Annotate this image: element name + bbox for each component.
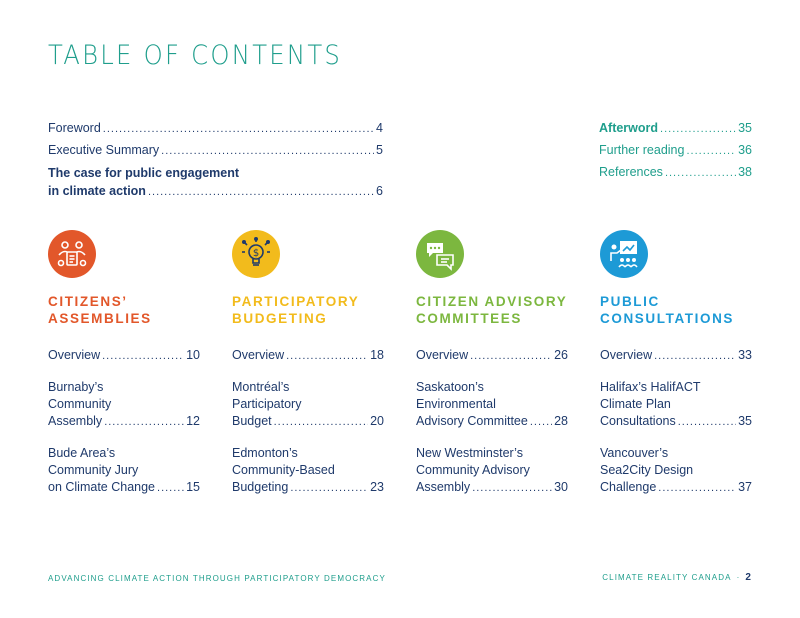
- toc-page: 5: [376, 143, 383, 157]
- section-title: PARTICIPATORY BUDGETING: [232, 294, 360, 326]
- section-citizen-advisory-committees: CITIZEN ADVISORY COMMITTEES Overview 26 …: [416, 230, 568, 511]
- section-title: PUBLIC CONSULTATIONS: [600, 294, 735, 326]
- svg-text:$: $: [253, 248, 259, 259]
- footer-separator: ·: [736, 573, 741, 582]
- toc-entry[interactable]: Edmonton’s Community-Based Budgeting 23: [232, 445, 384, 497]
- toc-label: Afterword: [599, 121, 659, 135]
- toc-entry-case[interactable]: The case for public engagement in climat…: [48, 164, 383, 201]
- toc-entry-afterword[interactable]: Afterword 35: [599, 118, 752, 140]
- toc-page: 36: [738, 143, 752, 157]
- dot-leader: [660, 119, 736, 140]
- toc-page: 35: [738, 121, 752, 135]
- dot-leader: [686, 141, 736, 162]
- toc-label: The case for public engagement: [48, 166, 240, 180]
- toc-entry[interactable]: Halifax’s HalifACT Climate Plan Consulta…: [600, 379, 752, 431]
- chat-bubbles-icon: [416, 230, 464, 278]
- toc-entry[interactable]: Saskatoon’s Environmental Advisory Commi…: [416, 379, 568, 431]
- toc-label: Executive Summary: [48, 143, 160, 157]
- toc-main-right: Afterword 35 Further reading 36 Referenc…: [599, 118, 752, 184]
- dot-leader: [148, 183, 374, 201]
- toc-page: 6: [376, 184, 383, 198]
- page-title: TABLE OF CONTENTS: [48, 40, 343, 71]
- toc-entry-further-reading[interactable]: Further reading 36: [599, 140, 752, 162]
- presentation-icon: [600, 230, 648, 278]
- toc-entry-executive-summary[interactable]: Executive Summary 5: [48, 140, 383, 162]
- people-group-icon: [48, 230, 96, 278]
- toc-entry[interactable]: Burnaby’s Community Assembly 12: [48, 379, 200, 431]
- footer-org: CLIMATE REALITY CANADA · 2: [602, 572, 752, 583]
- toc-entry-overview[interactable]: Overview 18: [232, 347, 384, 365]
- footer-publication-title: ADVANCING CLIMATE ACTION THROUGH PARTICI…: [48, 574, 386, 583]
- toc-entry-overview[interactable]: Overview 26: [416, 347, 568, 365]
- toc-page: 38: [738, 165, 752, 179]
- toc-entry[interactable]: Vancouver’s Sea2City Design Challenge 37: [600, 445, 752, 497]
- toc-entry-references[interactable]: References 38: [599, 162, 752, 184]
- section-title: CITIZEN ADVISORY COMMITTEES: [416, 294, 568, 326]
- toc-main-left: Foreword 4 Executive Summary 5 The case …: [48, 118, 383, 201]
- section-citizens-assemblies: CITIZENS’ ASSEMBLIES Overview 10 Burnaby…: [48, 230, 200, 511]
- lightbulb-dollar-icon: $: [232, 230, 280, 278]
- footer-org-name: CLIMATE REALITY CANADA: [602, 573, 732, 582]
- dot-leader: [161, 141, 374, 162]
- toc-entry-foreword[interactable]: Foreword 4: [48, 118, 383, 140]
- dot-leader: [103, 119, 374, 140]
- toc-page: 4: [376, 121, 383, 135]
- toc-entry[interactable]: New Westminster’s Community Advisory Ass…: [416, 445, 568, 497]
- section-participatory-budgeting: $ PARTICIPATORY BUDGETING Overview 18 Mo…: [232, 230, 384, 511]
- section-public-consultations: PUBLIC CONSULTATIONS Overview 33 Halifax…: [600, 230, 752, 511]
- toc-label: References: [599, 165, 663, 179]
- dot-leader: [665, 163, 736, 184]
- toc-label: in climate action: [48, 184, 146, 198]
- section-title: CITIZENS’ ASSEMBLIES: [48, 294, 152, 326]
- toc-entry[interactable]: Bude Area’s Community Jury on Climate Ch…: [48, 445, 200, 497]
- toc-entry-overview[interactable]: Overview 33: [600, 347, 752, 365]
- toc-label: Foreword: [48, 121, 101, 135]
- toc-label: Further reading: [599, 143, 685, 157]
- page-number: 2: [745, 572, 752, 583]
- toc-entry[interactable]: Montréal’s Participatory Budget 20: [232, 379, 384, 431]
- toc-entry-overview[interactable]: Overview 10: [48, 347, 200, 365]
